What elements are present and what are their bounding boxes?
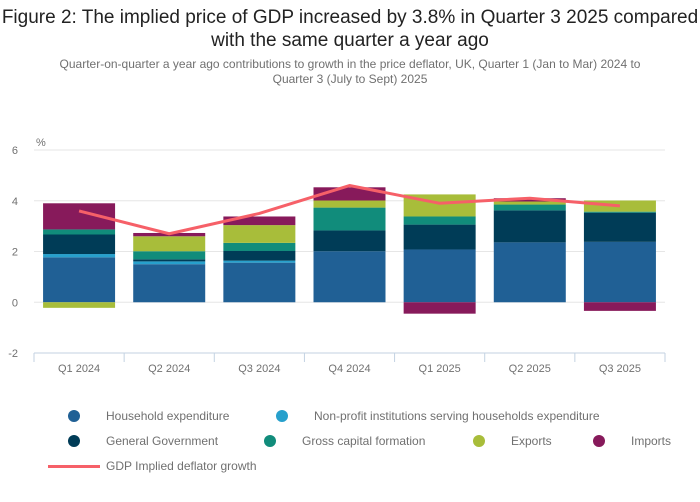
y-tick-label: 4 — [12, 196, 18, 208]
x-tick-label: Q3 2025 — [599, 363, 641, 375]
bar-segment — [583, 302, 656, 311]
bar-segment — [223, 260, 296, 263]
x-tick-label: Q3 2024 — [238, 363, 280, 375]
legend-item[interactable]: Imports — [593, 434, 671, 448]
y-axis-unit-label: % — [36, 137, 46, 149]
x-tick-label: Q1 2025 — [419, 363, 461, 375]
bar-segment — [43, 234, 116, 255]
bar-segment — [43, 302, 116, 308]
legend-dot-swatch — [68, 435, 80, 447]
legend-label: General Government — [106, 434, 219, 448]
bar-segment — [223, 250, 296, 261]
bar-segment — [403, 249, 476, 303]
legend-label: GDP Implied deflator growth — [106, 459, 257, 473]
legend-dot-swatch — [68, 410, 80, 422]
bar-segment — [493, 210, 566, 243]
bar-segment — [223, 262, 296, 303]
bar-segment — [583, 241, 656, 303]
bar-segment — [403, 302, 476, 314]
x-tick-label: Q4 2024 — [328, 363, 370, 375]
bar-segment — [43, 229, 116, 235]
legend-label: Household expenditure — [106, 409, 230, 423]
bar-segment — [133, 264, 206, 303]
bars — [43, 187, 656, 314]
legend-dot-swatch — [593, 435, 605, 447]
bar-segment — [493, 242, 566, 303]
bar-segment — [133, 251, 206, 260]
chart-title: Figure 2: The implied price of GDP incre… — [1, 7, 699, 51]
legend-item[interactable]: Household expenditure — [68, 409, 229, 423]
bar-segment — [313, 200, 386, 208]
legend-label: Gross capital formation — [302, 434, 426, 448]
x-tick-label: Q2 2024 — [148, 363, 190, 375]
bar-segment — [583, 200, 656, 212]
bar-segment — [493, 201, 566, 205]
bar-segment — [583, 211, 656, 213]
chart-subtitle: Quarter-on-quarter a year ago contributi… — [59, 57, 641, 86]
bar-segment — [403, 216, 476, 225]
bar-segment — [313, 251, 386, 303]
bar-segment — [133, 259, 206, 262]
legend-label: Non-profit institutions serving househol… — [314, 409, 600, 423]
y-tick-label: 6 — [12, 145, 18, 157]
legend-item[interactable]: Gross capital formation — [264, 434, 425, 448]
legend-label: Exports — [511, 434, 552, 448]
bar-segment — [493, 204, 566, 211]
legend: Household expenditure Non-profit institut… — [0, 400, 700, 500]
bar-segment — [493, 198, 566, 202]
bar-segment — [583, 212, 656, 242]
x-axis: Q1 2024 Q2 2024 Q3 2024 Q4 2024 Q1 2025 Q2 20… — [33, 352, 666, 375]
y-axis-ticks: -2 0 2 4 6 — [8, 145, 18, 360]
y-tick-label: -2 — [8, 348, 18, 360]
bar-segment — [223, 225, 296, 243]
legend-item[interactable]: Exports — [473, 434, 552, 448]
y-tick-label: 2 — [12, 247, 18, 259]
legend-item[interactable]: General Government — [68, 434, 218, 448]
legend-label: Imports — [631, 434, 672, 448]
bar-segment — [403, 224, 476, 250]
legend-line-swatch — [48, 464, 100, 468]
bar-segment — [43, 257, 116, 303]
bar-segment — [223, 242, 296, 251]
x-tick-label: Q1 2024 — [58, 363, 100, 375]
line-series — [78, 184, 621, 236]
bar-segment — [223, 216, 296, 226]
bar-segment — [43, 254, 116, 258]
legend-item[interactable]: Non-profit institutions serving househol… — [276, 409, 600, 423]
bar-segment — [133, 261, 206, 265]
x-tick-label: Q2 2025 — [509, 363, 551, 375]
bar-segment — [313, 207, 386, 231]
y-tick-label: 0 — [12, 297, 18, 309]
legend-dot-swatch — [264, 435, 276, 447]
bar-segment — [313, 230, 386, 252]
legend-dot-swatch — [473, 435, 485, 447]
legend-dot-swatch — [276, 410, 288, 422]
bar-segment — [133, 236, 206, 252]
legend-item[interactable]: GDP Implied deflator growth — [48, 459, 257, 473]
